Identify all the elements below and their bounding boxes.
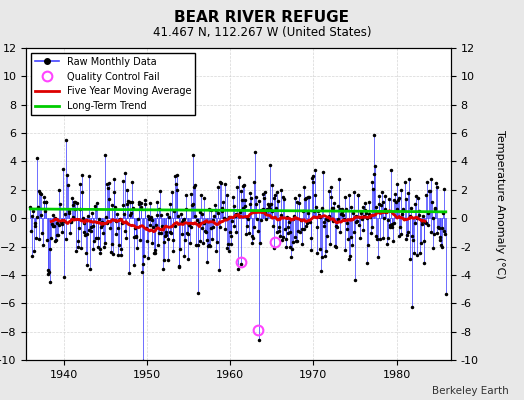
Legend: Raw Monthly Data, Quality Control Fail, Five Year Moving Average, Long-Term Tren: Raw Monthly Data, Quality Control Fail, … [31, 53, 195, 115]
Text: BEAR RIVER REFUGE: BEAR RIVER REFUGE [174, 10, 350, 25]
Text: 41.467 N, 112.267 W (United States): 41.467 N, 112.267 W (United States) [153, 26, 371, 39]
Text: Berkeley Earth: Berkeley Earth [432, 386, 508, 396]
Y-axis label: Temperature Anomaly (°C): Temperature Anomaly (°C) [495, 130, 505, 278]
